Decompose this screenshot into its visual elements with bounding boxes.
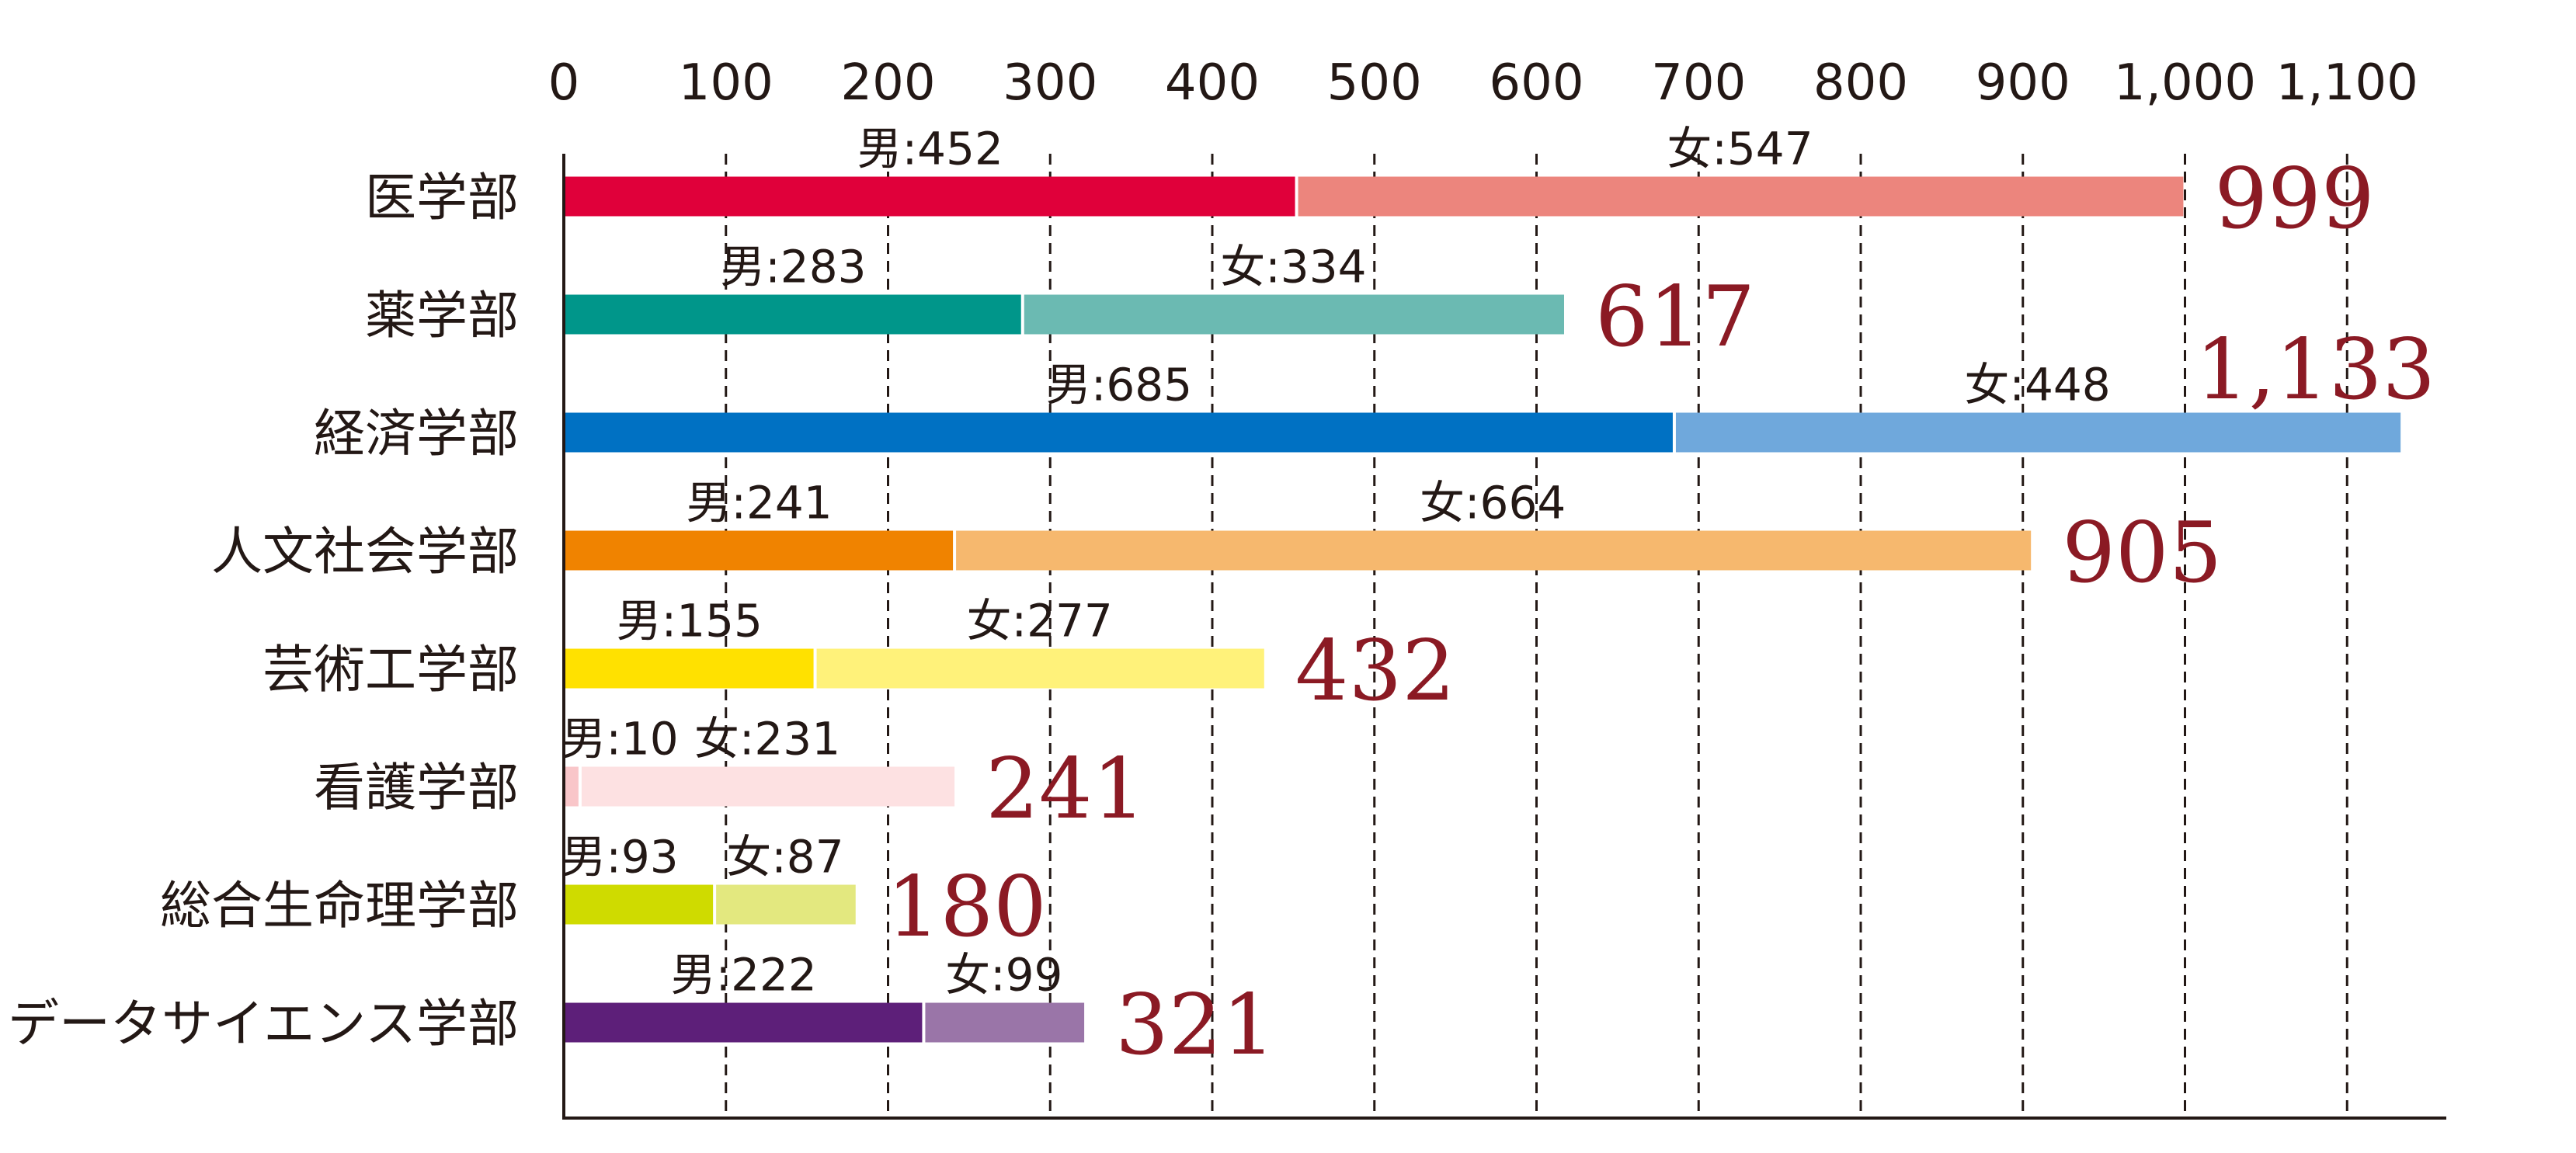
male-count-label: 男:241	[686, 477, 832, 530]
bar-female	[923, 1002, 1085, 1043]
total-label: 432	[1295, 623, 1455, 720]
category-label: 経済学部	[314, 404, 519, 464]
category-label: 芸術工学部	[262, 640, 519, 700]
tick-label: 800	[1813, 54, 1908, 112]
male-count-label: 男:685	[1046, 359, 1192, 412]
female-count-label: 女:277	[967, 595, 1113, 648]
category-label: 医学部	[365, 168, 519, 227]
bar-male	[564, 766, 580, 807]
bar-male	[564, 294, 1023, 335]
tick-label: 400	[1165, 54, 1260, 112]
bar-male	[564, 884, 715, 925]
tick-label: 100	[679, 54, 773, 112]
total-label: 617	[1595, 269, 1755, 366]
bar-female	[1674, 412, 2401, 453]
bar-female	[714, 884, 856, 925]
tick-label: 1,000	[2114, 54, 2256, 112]
tick-label: 0	[548, 54, 580, 112]
male-count-label: 男:452	[857, 123, 1003, 175]
total-label: 321	[1115, 977, 1275, 1074]
bar-male	[564, 530, 955, 571]
male-count-label: 男:222	[671, 949, 817, 1002]
bar-male	[564, 648, 815, 689]
total-label: 180	[887, 859, 1047, 956]
male-count-label: 男:10	[561, 713, 678, 766]
female-count-label: 女:231	[694, 713, 840, 766]
total-label: 999	[2214, 151, 2374, 248]
female-count-label: 女:87	[726, 831, 843, 884]
male-count-label: 男:93	[561, 831, 678, 884]
bar-male	[564, 1002, 924, 1043]
female-count-label: 女:99	[945, 949, 1062, 1002]
tick-label: 900	[1976, 54, 2070, 112]
category-label: 看護学部	[314, 758, 519, 818]
bars	[564, 176, 2401, 1043]
total-label: 1,133	[2195, 321, 2435, 418]
total-label: 905	[2062, 505, 2222, 602]
bar-female	[579, 766, 955, 807]
female-count-label: 女:664	[1420, 477, 1566, 530]
x-axis-ticks: 0 100 200 300 400 500 600 700 800 900 1,000 1,100	[548, 54, 2418, 112]
female-count-label: 女:334	[1220, 241, 1366, 293]
labels: 医学部 男:452 女:547 999 薬学部 男:283 女:334 617 経済学部 男:68…	[8, 123, 2435, 1075]
category-label: データサイエンス学部	[8, 994, 519, 1054]
tick-label: 500	[1327, 54, 1422, 112]
tick-label: 600	[1489, 54, 1583, 112]
female-count-label: 女:448	[1964, 359, 2110, 412]
total-label: 241	[986, 741, 1145, 838]
male-count-label: 男:155	[617, 595, 763, 648]
tick-label: 1,100	[2276, 54, 2418, 112]
bar-male	[564, 412, 1674, 453]
category-label: 人文社会学部	[211, 522, 519, 582]
bar-female	[1296, 176, 2184, 217]
tick-label: 700	[1651, 54, 1746, 112]
bar-female	[815, 648, 1264, 689]
tick-label: 200	[840, 54, 935, 112]
category-label: 薬学部	[365, 286, 519, 346]
bar-female	[954, 530, 2032, 571]
tick-label: 300	[1003, 54, 1097, 112]
category-label: 総合生命理学部	[160, 876, 519, 936]
bar-female	[1022, 294, 1564, 335]
bar-male	[564, 176, 1297, 217]
male-count-label: 男:283	[720, 241, 866, 293]
axes	[562, 154, 2446, 1120]
female-count-label: 女:547	[1667, 123, 1813, 175]
